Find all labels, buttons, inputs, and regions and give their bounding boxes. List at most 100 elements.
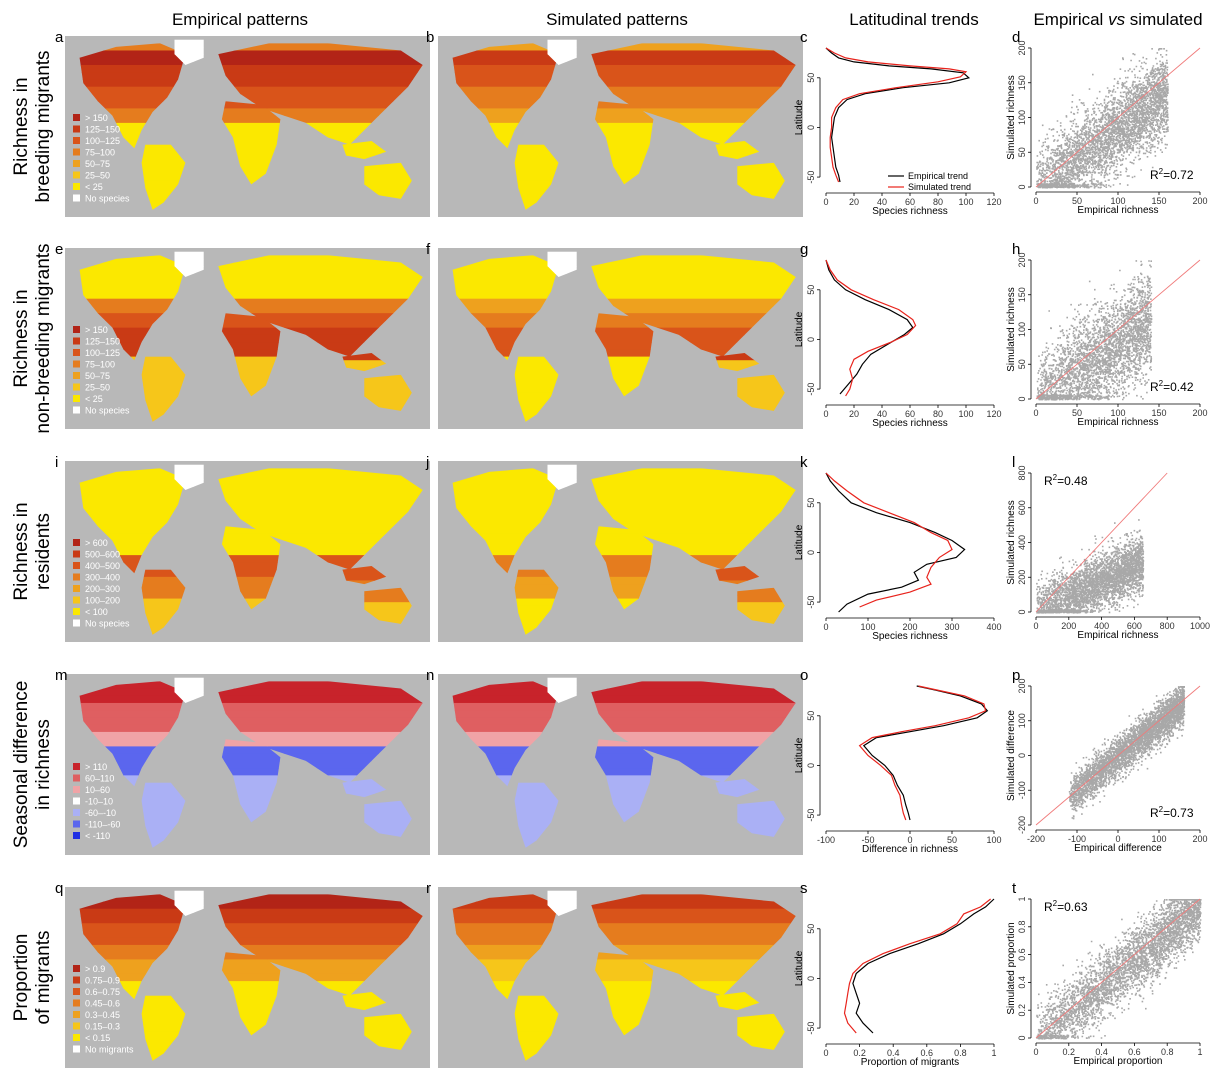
continent-africa — [595, 101, 654, 185]
map-band — [79, 57, 186, 66]
panel-letter: c — [800, 29, 808, 46]
map-band — [452, 768, 559, 776]
scatter-point-cloud — [1036, 260, 1153, 401]
y-tick-label: 50 — [806, 924, 816, 934]
map-band — [595, 159, 654, 167]
continent-greenland — [547, 677, 577, 703]
y-tick-label: 50 — [806, 285, 816, 295]
map-band — [218, 284, 423, 292]
map-band — [547, 699, 577, 703]
map-band — [737, 162, 785, 171]
continent-australia — [364, 162, 412, 199]
trend-line-empirical — [825, 47, 971, 183]
y-tick-label: 0 — [806, 550, 816, 555]
map-band — [364, 169, 412, 178]
x-tick-label: 20 — [849, 409, 859, 419]
map-band — [79, 981, 186, 989]
map-band — [452, 702, 559, 711]
map-band — [342, 367, 387, 372]
map-band — [141, 620, 186, 629]
map-band — [221, 108, 281, 117]
y-tick-label: 800 — [1017, 465, 1027, 480]
trend-line-empirical — [852, 898, 995, 1034]
x-tick-label: 0.8 — [1161, 1047, 1174, 1057]
y-tick-label: 600 — [1017, 500, 1027, 515]
map-band — [514, 407, 559, 416]
map-band — [141, 591, 186, 600]
map-band — [547, 912, 577, 916]
panel-l: 0 200 400 600 800 10000200400600800Empirical … — [1006, 454, 1210, 641]
row-label-3: Richness in residents — [11, 502, 54, 600]
map-band — [79, 915, 186, 924]
map-band — [595, 1024, 654, 1033]
map-band — [221, 342, 281, 350]
map-band — [591, 122, 796, 131]
x-tick-label: -100 — [1068, 834, 1086, 844]
map-band — [79, 518, 186, 527]
map-band — [364, 822, 412, 831]
map-band — [715, 1006, 760, 1011]
map-band — [452, 57, 559, 66]
map-band — [514, 598, 559, 607]
map-band — [715, 360, 760, 368]
map-band — [547, 39, 577, 48]
continent-northAmerica — [452, 468, 559, 574]
map-band — [514, 1046, 559, 1055]
legend-label: < 0.15 — [85, 1033, 110, 1043]
map-band — [141, 407, 186, 416]
continent-bands — [174, 890, 204, 916]
map-band — [595, 804, 654, 813]
legend-swatch — [73, 539, 80, 546]
continent-northAmerica — [79, 255, 186, 361]
continent-bands — [364, 800, 412, 837]
panel-r: r — [426, 880, 803, 1068]
legend-swatch — [73, 125, 80, 133]
map-band — [79, 753, 186, 762]
continent-bands — [174, 464, 204, 490]
map-band — [452, 482, 559, 491]
map-band — [79, 475, 186, 484]
map-band — [595, 952, 654, 960]
scatter-points — [1036, 899, 1202, 1040]
map-band — [547, 897, 577, 906]
continent-greenland — [174, 39, 204, 65]
map-band — [737, 1013, 785, 1022]
y-tick-label: -200 — [1017, 816, 1027, 834]
map-band — [218, 504, 423, 513]
continent-bands — [79, 468, 186, 574]
map-band — [79, 717, 186, 726]
map-band — [452, 504, 559, 513]
map-band — [737, 609, 785, 618]
map-band — [218, 908, 423, 917]
x-tick-label: 40 — [877, 409, 887, 419]
x-tick-label: 1 — [1197, 1047, 1202, 1057]
continent-greenland — [547, 464, 577, 490]
map-band — [737, 403, 785, 411]
map-band — [595, 122, 654, 131]
legend-label: 100–200 — [85, 596, 120, 606]
y-tick-label: 0 — [806, 976, 816, 981]
r2-label: R2=0.63 — [1044, 899, 1088, 914]
y-tick-label: 200 — [1017, 252, 1027, 267]
legend-label: > 150 — [85, 325, 108, 335]
row-label-line: Seasonal difference — [11, 681, 32, 849]
map-band — [141, 151, 186, 160]
legend-swatch — [73, 965, 80, 972]
map-band — [595, 995, 654, 1004]
map-band — [452, 64, 559, 73]
map-band — [547, 684, 577, 693]
map-band — [591, 533, 796, 542]
legend-label: 400–500 — [85, 561, 120, 571]
legend-swatch — [73, 372, 80, 379]
map-band — [174, 251, 204, 260]
map-band — [595, 576, 654, 585]
continent-indonesia — [715, 992, 760, 1011]
one-to-one-line — [1035, 259, 1201, 400]
y-axis-label: Simulated difference — [1006, 710, 1017, 801]
map-band — [547, 251, 577, 260]
map-band — [174, 692, 204, 700]
map-band — [452, 137, 559, 146]
map-band — [737, 587, 785, 596]
map-band — [221, 569, 281, 578]
